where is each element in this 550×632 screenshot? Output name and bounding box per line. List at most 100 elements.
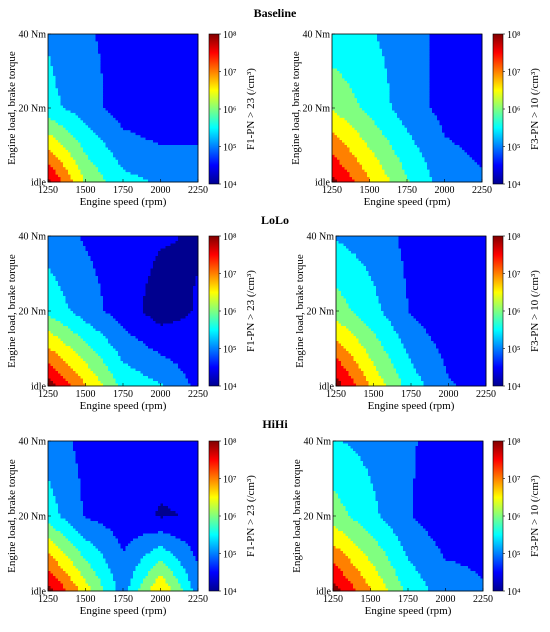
contour-cell [143, 157, 146, 161]
contour-cell [170, 127, 174, 131]
contour-cell [140, 179, 144, 183]
contour-cell [190, 127, 194, 131]
contour-cell [342, 56, 345, 60]
contour-cell [70, 125, 74, 129]
contour-cell [140, 80, 144, 84]
contour-cell [160, 48, 164, 52]
contour-cell [369, 71, 373, 74]
contour-cell [364, 71, 368, 74]
contour-cell [150, 110, 154, 114]
contour-cell [387, 46, 390, 50]
contour-cell [153, 110, 156, 114]
contour-cell [367, 58, 370, 62]
contour-cell [63, 58, 66, 62]
contour-cell [83, 174, 86, 178]
contour-cell [125, 135, 129, 138]
contour-cell [93, 83, 96, 87]
contour-cell [344, 71, 348, 74]
contour-cell [392, 73, 395, 77]
contour-cell [150, 154, 154, 158]
contour-cell [429, 53, 433, 57]
contour-cell [175, 88, 179, 92]
contour-cell [168, 154, 171, 158]
contour-cell [193, 95, 196, 99]
contour-cell [364, 38, 368, 42]
contour-cell [148, 125, 151, 129]
contour-cell [185, 120, 189, 124]
contour-cell [78, 130, 81, 134]
contour-cell [332, 34, 335, 37]
contour-cell [362, 46, 365, 50]
contour-cell [183, 108, 186, 111]
contour-cell [407, 34, 410, 37]
contour-cell [83, 167, 86, 171]
contour-cell [80, 83, 84, 87]
contour-cell [93, 61, 96, 64]
contour-cell [138, 152, 141, 156]
contour-cell [168, 43, 171, 47]
contour-cell [158, 53, 161, 57]
contour-cell [73, 145, 76, 148]
contour-cell [409, 41, 413, 45]
contour-cell [80, 95, 84, 99]
contour-cell [173, 120, 176, 124]
contour-cell [138, 85, 141, 89]
contour-cell [402, 58, 405, 62]
contour-cell [108, 164, 111, 168]
contour-cell [439, 41, 443, 45]
contour-cell [462, 36, 465, 40]
contour-cell [85, 66, 89, 69]
contour-cell [90, 112, 94, 116]
contour-cell [120, 120, 124, 124]
contour-cell [108, 152, 111, 156]
contour-cell [135, 73, 139, 77]
contour-cell [193, 63, 196, 67]
contour-cell [138, 108, 141, 111]
contour-cell [180, 46, 184, 50]
contour-cell [145, 36, 149, 40]
contour-cell [352, 56, 355, 60]
contour-cell [389, 41, 393, 45]
contour-cell [98, 108, 101, 111]
contour-cell [359, 68, 363, 72]
contour-cell [173, 61, 176, 64]
contour-cell [140, 51, 144, 55]
contour-cell [394, 80, 398, 84]
contour-cell [412, 48, 415, 52]
contour-cell [175, 41, 179, 45]
contour-cell [150, 90, 154, 94]
contour-cell [63, 34, 66, 37]
contour-cell [188, 63, 191, 67]
contour-cell [180, 51, 184, 55]
contour-cell [80, 103, 84, 106]
contour-cell [148, 71, 151, 74]
contour-cell [75, 58, 79, 62]
contour-cell [422, 34, 425, 37]
contour-cell [50, 75, 54, 79]
contour-cell [113, 137, 116, 141]
contour-cell [364, 36, 368, 40]
contour-cell [367, 43, 370, 47]
contour-cell [55, 83, 59, 87]
contour-cell [349, 34, 353, 37]
contour-cell [163, 38, 166, 42]
contour-cell [88, 137, 91, 141]
contour-cell [163, 90, 166, 94]
contour-cell [100, 157, 104, 161]
contour-cell [113, 63, 116, 67]
contour-cell [48, 149, 51, 153]
contour-cell [73, 149, 76, 153]
contour-cell [394, 85, 398, 89]
contour-cell [115, 157, 119, 161]
contour-cell [185, 147, 189, 151]
contour-cell [175, 125, 179, 129]
contour-cell [90, 120, 94, 124]
contour-cell [422, 61, 425, 64]
contour-cell [48, 172, 51, 175]
contour-cell [90, 157, 94, 161]
contour-cell [170, 140, 174, 143]
contour-cell [73, 169, 76, 173]
contour-cell [93, 68, 96, 72]
contour-cell [93, 115, 96, 119]
contour-cell [417, 48, 420, 52]
